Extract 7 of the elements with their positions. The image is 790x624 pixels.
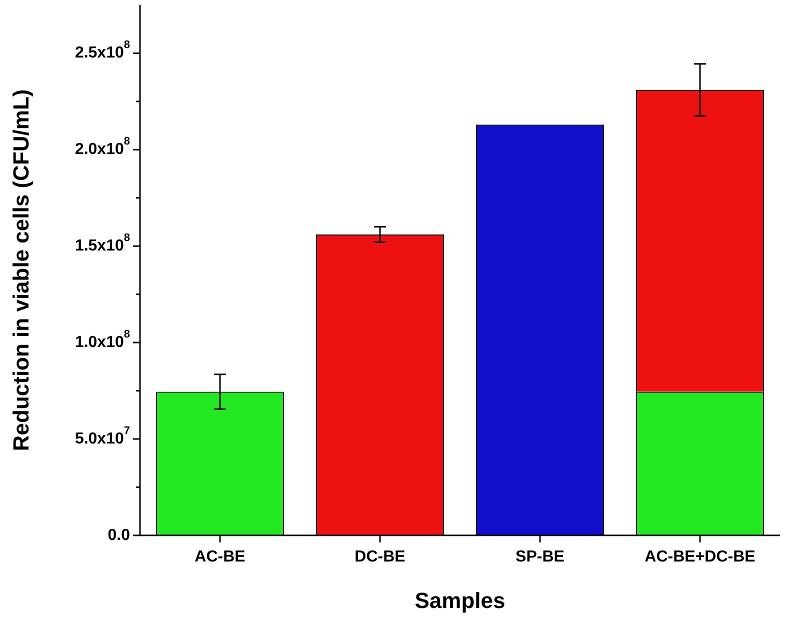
x-tick-label: AC-BE+DC-BE [644,548,756,566]
y-axis-title: Reduction in viable cells (CFU/mL) [8,89,34,452]
x-tick-label: AC-BE [194,548,246,566]
x-tick-label: SP-BE [516,548,565,566]
y-tick-label: 0.0 [108,526,130,544]
x-axis-title: Samples [414,588,506,613]
x-tick-label: DC-BE [354,548,406,566]
